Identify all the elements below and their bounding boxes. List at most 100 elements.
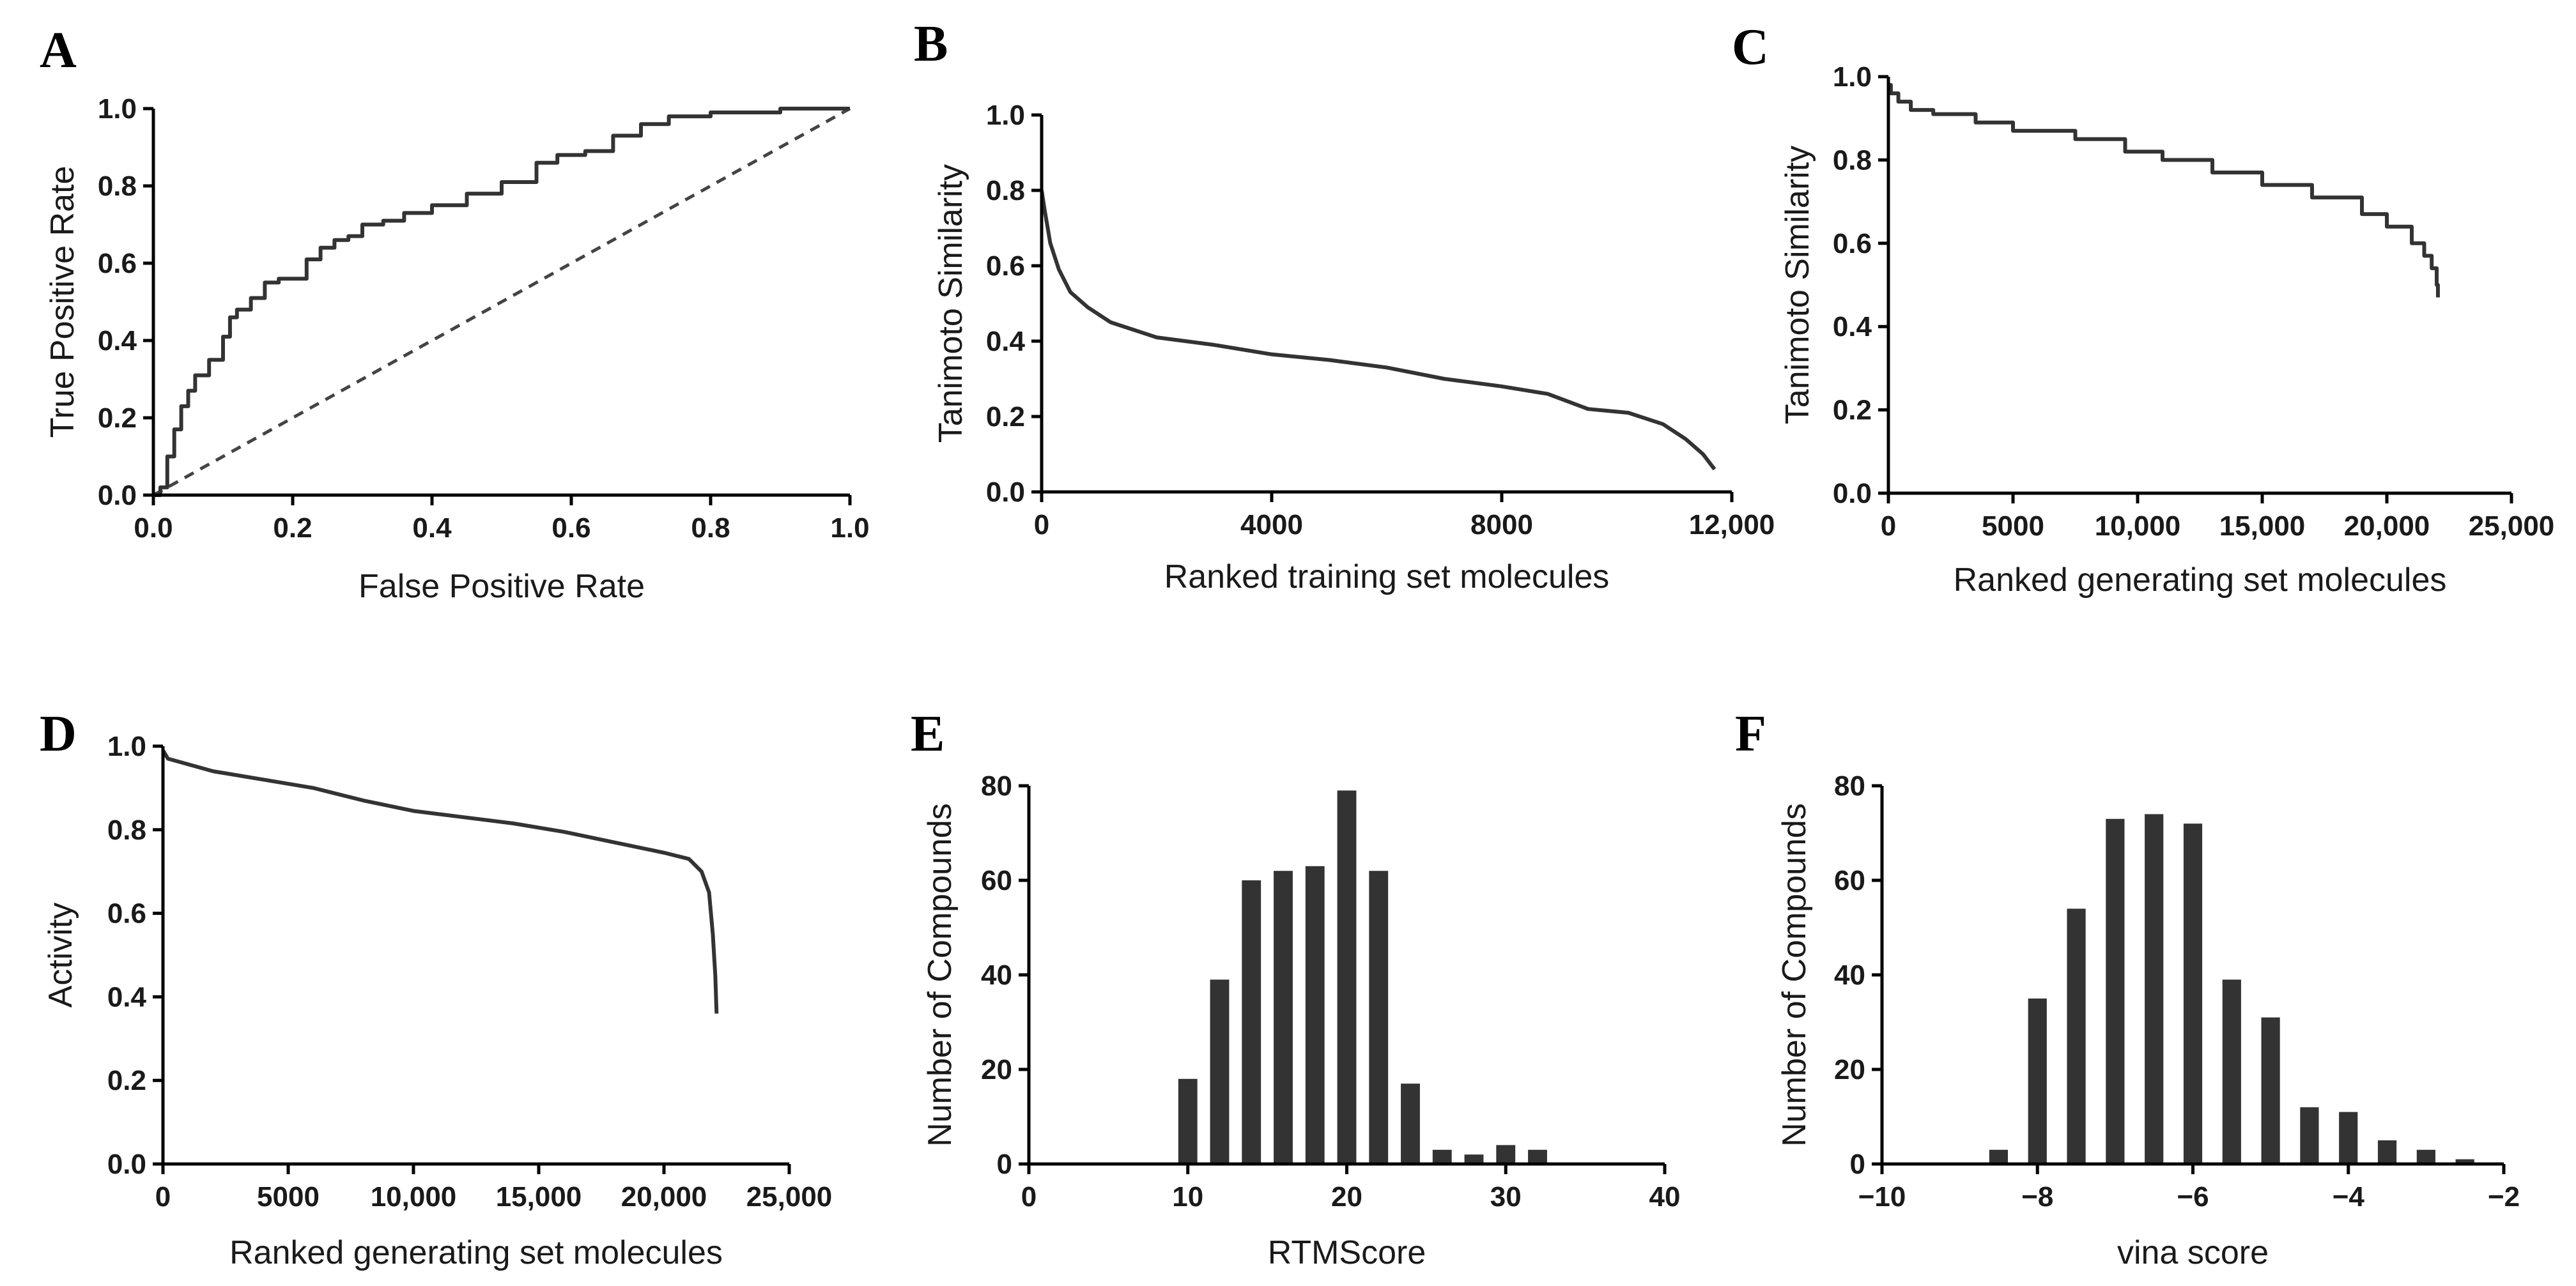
x-axis-label-b: Ranked training set molecules <box>1164 558 1610 595</box>
y-tick-label: 0.8 <box>107 815 146 846</box>
bar <box>1305 866 1325 1164</box>
panel-letter-e: E <box>911 706 945 762</box>
y-tick-label: 20 <box>1834 1054 1865 1085</box>
y-tick-label: 0.0 <box>98 480 137 511</box>
y-tick-label: 0.6 <box>98 248 137 279</box>
y-tick-label: 0.6 <box>986 250 1025 282</box>
y-tick-label: 1.0 <box>107 731 146 762</box>
bar <box>1242 880 1261 1164</box>
bar <box>2455 1159 2474 1164</box>
panel-f: F −10 −8 −6 −4 −2 0 20 40 60 80 vina score Number… <box>1735 706 2520 1271</box>
x-tick-label: 20,000 <box>621 1181 707 1213</box>
ticks-c: 0 5000 10,000 15,000 20,000 25,000 0.0 0.2 0.4 0.… <box>1833 61 2554 542</box>
x-tick-label: −8 <box>2021 1181 2053 1213</box>
x-tick-label: 0.2 <box>273 512 312 544</box>
bar <box>2339 1112 2358 1164</box>
bar <box>2300 1107 2319 1164</box>
bar <box>2106 818 2125 1164</box>
y-tick-label: 1.0 <box>98 93 137 125</box>
ticks-f: −10 −8 −6 −4 −2 0 20 40 60 80 <box>1834 770 2520 1213</box>
x-tick-label: 5000 <box>1982 510 2044 542</box>
x-tick-label: −4 <box>2333 1181 2365 1213</box>
bar <box>2067 908 2086 1164</box>
x-tick-label: −2 <box>2488 1181 2520 1213</box>
bar <box>2261 1017 2280 1164</box>
y-tick-label: 0.0 <box>1833 478 1872 509</box>
y-tick-label: 0.8 <box>986 175 1025 206</box>
y-axis-label-f: Number of Compounds <box>1776 803 1813 1147</box>
y-axis-label-b: Tanimoto Similarity <box>932 164 969 443</box>
x-tick-label: 15,000 <box>2219 510 2306 542</box>
x-tick-label: 40 <box>1649 1181 1681 1213</box>
plot-c <box>1888 83 2440 298</box>
y-tick-label: 0 <box>997 1149 1012 1180</box>
x-tick-label: 25,000 <box>746 1181 833 1213</box>
x-tick-label: 0 <box>1021 1181 1037 1213</box>
x-tick-label: 10,000 <box>371 1181 457 1213</box>
x-tick-label: 0.0 <box>134 512 173 544</box>
y-tick-label: 1.0 <box>1833 61 1872 93</box>
x-tick-label: 0 <box>155 1181 171 1213</box>
x-tick-label: 15,000 <box>496 1181 582 1213</box>
ticks-a: 0.0 0.2 0.4 0.6 0.8 1.0 0.0 0.2 0.4 0.6 0.8 1.0 <box>98 93 870 544</box>
y-tick-label: 0.0 <box>107 1149 146 1180</box>
bar <box>1464 1154 1484 1164</box>
y-tick-label: 0.8 <box>98 171 137 202</box>
y-tick-label: 1.0 <box>986 100 1025 131</box>
x-tick-label: 5000 <box>257 1181 320 1213</box>
panel-a: A 0.0 0.2 0.4 0.6 0.8 1.0 0.0 0.2 0.4 0.6 0.8 1.0 F… <box>40 22 870 605</box>
ticks-b: 0 4000 8000 12,000 0.0 0.2 0.4 0.6 0.8 1.0 <box>986 100 1775 540</box>
y-tick-label: 0.6 <box>1833 228 1872 259</box>
x-tick-label: 12,000 <box>1689 509 1775 540</box>
y-tick-label: 80 <box>981 770 1012 802</box>
x-tick-label: −10 <box>1858 1181 1906 1213</box>
reference-line <box>152 107 851 497</box>
bar <box>2183 823 2203 1164</box>
x-axis-label-f: vina score <box>2117 1234 2269 1271</box>
panel-b: B 0 4000 8000 12,000 0.0 0.2 0.4 0.6 0.8 1.0 Rank… <box>914 16 1775 595</box>
panel-letter-f: F <box>1735 706 1766 762</box>
bar <box>1369 871 1389 1164</box>
y-tick-label: 60 <box>1834 865 1865 896</box>
y-tick-label: 0.4 <box>986 326 1026 357</box>
bar <box>1178 1078 1198 1164</box>
y-tick-label: 80 <box>1834 770 1865 802</box>
y-tick-label: 0.6 <box>107 898 146 930</box>
y-tick-label: 0 <box>1850 1149 1865 1180</box>
x-tick-label: 0 <box>1881 510 1896 542</box>
y-axis-label-d: Activity <box>42 903 79 1008</box>
plot-e <box>1178 790 1547 1164</box>
x-axis-label-c: Ranked generating set molecules <box>1954 562 2447 599</box>
y-tick-label: 40 <box>981 960 1012 991</box>
y-axis-label-c: Tanimoto Similarity <box>1779 146 1816 424</box>
bar <box>2416 1149 2435 1164</box>
bar <box>1274 871 1293 1164</box>
y-tick-label: 0.2 <box>986 401 1025 432</box>
x-tick-label: 20,000 <box>2344 510 2430 542</box>
series-line <box>1888 83 2440 298</box>
y-tick-label: 0.2 <box>1833 395 1872 426</box>
panel-letter-d: D <box>40 706 77 762</box>
bar <box>1210 979 1230 1164</box>
bar <box>1528 1149 1547 1164</box>
bar <box>2222 979 2241 1164</box>
bar <box>1496 1145 1516 1164</box>
series-line <box>153 107 850 497</box>
x-axis-label-e: RTMScore <box>1268 1234 1426 1271</box>
panel-letter-c: C <box>1732 19 1769 75</box>
y-axis-label-a: True Positive Rate <box>44 166 81 438</box>
x-tick-label: 10 <box>1172 1181 1203 1213</box>
series-line <box>161 749 719 1014</box>
x-tick-label: 0.6 <box>551 512 590 544</box>
x-tick-label: 0 <box>1034 509 1049 540</box>
plot-f <box>1989 814 2474 1164</box>
y-tick-label: 0.4 <box>107 981 147 1013</box>
x-tick-label: 4000 <box>1240 509 1303 540</box>
plot-a <box>152 107 851 497</box>
ticks-e: 0 10 20 30 40 0 20 40 60 80 <box>981 770 1680 1213</box>
panel-letter-a: A <box>40 22 77 79</box>
y-tick-label: 0.4 <box>1833 311 1872 342</box>
bar <box>2145 814 2164 1164</box>
x-tick-label: 25,000 <box>2469 510 2555 542</box>
